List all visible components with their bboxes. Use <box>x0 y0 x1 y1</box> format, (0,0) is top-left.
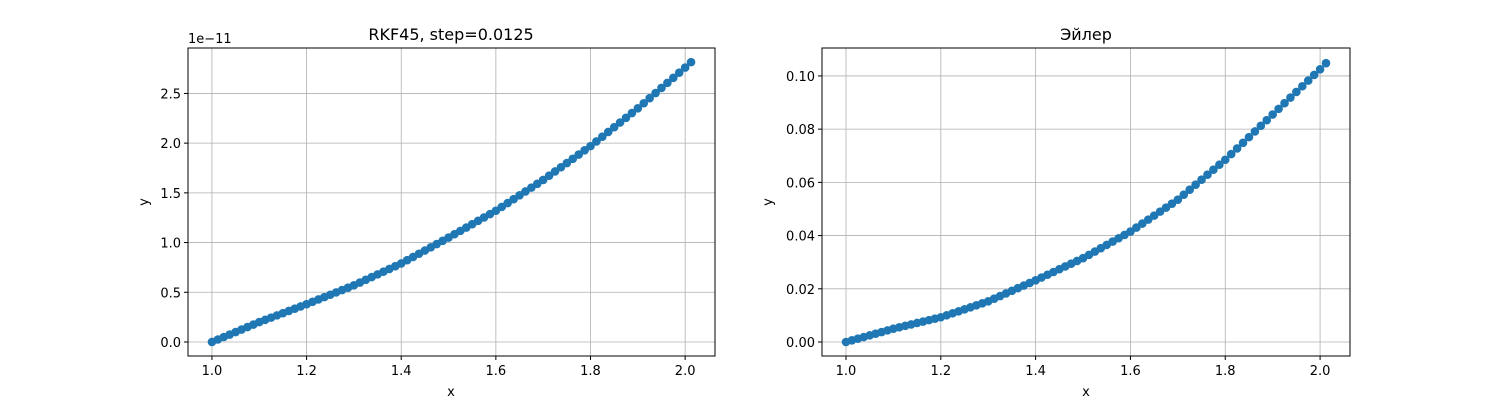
rkf45-data-point <box>621 113 631 123</box>
euler-y-tick-label: 0.08 <box>786 123 815 138</box>
euler-x-axis-label: x <box>1082 385 1090 400</box>
euler-x-tick-label: 1.4 <box>1025 364 1046 379</box>
rkf45-grid <box>188 48 715 356</box>
rkf45-data-point <box>657 83 666 93</box>
rkf45-ticks: 1.0 1.2 1.4 1.6 1.8 2.0 0.0 0.5 1.0 1.5 2.0 2.5 <box>160 87 695 379</box>
rkf45-x-tick-label: 1.4 <box>391 364 412 379</box>
rkf45-x-tick-label: 1.0 <box>202 364 223 379</box>
euler-y-tick-label: 0.04 <box>786 230 815 245</box>
rkf45-data-point <box>633 104 643 113</box>
rkf45-x-tick-label: 1.8 <box>580 364 601 379</box>
euler-data-point <box>1244 132 1254 142</box>
rkf45-data-point <box>651 88 660 98</box>
euler-x-tick-label: 1.2 <box>930 364 951 379</box>
euler-data-point <box>1197 175 1206 185</box>
rkf45-x-axis-label: x <box>447 385 455 400</box>
rkf45-y-axis-label: y <box>137 198 152 206</box>
euler-y-tick-label: 0.06 <box>786 176 815 191</box>
euler-title: Эйлер <box>1060 25 1112 44</box>
euler-data-point <box>1238 138 1248 148</box>
rkf45-data-point <box>609 122 619 132</box>
rkf45-y-offset-text: 1e−11 <box>188 32 232 47</box>
euler-data-point <box>1215 160 1224 170</box>
rkf45-y-tick-label: 0.0 <box>160 336 181 351</box>
euler-data-point <box>1286 93 1295 102</box>
rkf45-data-point <box>615 118 625 127</box>
euler-data-point <box>1321 58 1331 68</box>
rkf45-x-tick-label: 2.0 <box>675 364 696 379</box>
rkf45-points <box>207 57 696 347</box>
euler-points <box>841 58 1331 347</box>
euler-data-point <box>1274 104 1283 114</box>
euler-plot: 1.0 1.2 1.4 1.6 1.8 2.0 0.00 0.02 0.04 0.06 0.08 0.… <box>761 25 1351 400</box>
euler-data-point <box>1232 144 1242 153</box>
euler-data-point <box>1209 165 1218 175</box>
rkf45-y-tick-label: 1.5 <box>160 187 181 202</box>
rkf45-title: RKF45, step=0.0125 <box>368 25 533 44</box>
rkf45-plot: 1.0 1.2 1.4 1.6 1.8 2.0 0.0 0.5 1.0 1.5 2.0 2.5 RKF… <box>137 25 716 400</box>
euler-y-axis-label: y <box>761 198 776 206</box>
euler-x-tick-label: 1.0 <box>836 364 857 379</box>
rkf45-y-tick-label: 0.5 <box>160 286 181 301</box>
euler-grid <box>822 48 1350 356</box>
rkf45-x-tick-label: 1.2 <box>296 364 317 379</box>
euler-data-point <box>1280 98 1289 108</box>
euler-y-tick-label: 0.10 <box>786 70 815 85</box>
euler-data-point <box>1292 87 1301 97</box>
euler-x-tick-label: 2.0 <box>1310 364 1331 379</box>
euler-ticks: 1.0 1.2 1.4 1.6 1.8 2.0 0.00 0.02 0.04 0.06 0.08 0.… <box>786 70 1330 379</box>
euler-data-point <box>1203 170 1212 180</box>
euler-data-point <box>1303 76 1313 85</box>
euler-x-tick-label: 1.6 <box>1120 364 1141 379</box>
rkf45-data-point <box>674 68 684 77</box>
euler-data-point <box>1220 155 1230 165</box>
euler-data-point <box>1179 190 1189 199</box>
rkf45-data-point <box>669 73 678 83</box>
euler-y-tick-label: 0.02 <box>786 283 815 298</box>
euler-data-point <box>1268 110 1277 119</box>
rkf45-data-point <box>680 63 690 72</box>
rkf45-y-tick-label: 1.0 <box>160 237 181 252</box>
euler-data-point <box>1250 127 1260 136</box>
rkf45-data-point <box>663 78 672 88</box>
euler-data-point <box>1185 185 1195 194</box>
rkf45-data-point <box>686 57 696 67</box>
euler-data-point <box>1298 81 1307 91</box>
rkf45-x-tick-label: 1.6 <box>486 364 507 379</box>
rkf45-data-point <box>598 132 607 141</box>
rkf45-data-point <box>627 108 637 118</box>
rkf45-axes-frame <box>187 47 716 357</box>
euler-x-tick-label: 1.8 <box>1215 364 1236 379</box>
euler-data-point <box>1315 64 1325 74</box>
rkf45-y-tick-label: 2.0 <box>160 137 181 152</box>
rkf45-data-point <box>645 93 654 103</box>
euler-data-point <box>1256 121 1266 131</box>
euler-data-point <box>1173 195 1183 204</box>
euler-data-point <box>1226 149 1236 159</box>
euler-data-point <box>1191 180 1200 189</box>
euler-y-tick-label: 0.00 <box>786 336 815 351</box>
rkf45-data-point <box>586 141 595 151</box>
rkf45-data-point <box>639 98 649 108</box>
rkf45-data-point <box>603 127 613 137</box>
rkf45-y-tick-label: 2.5 <box>160 87 181 102</box>
rkf45-data-point <box>592 137 601 146</box>
euler-data-point <box>1262 115 1272 125</box>
euler-axes-frame <box>821 47 1351 357</box>
euler-data-point <box>1309 70 1319 80</box>
